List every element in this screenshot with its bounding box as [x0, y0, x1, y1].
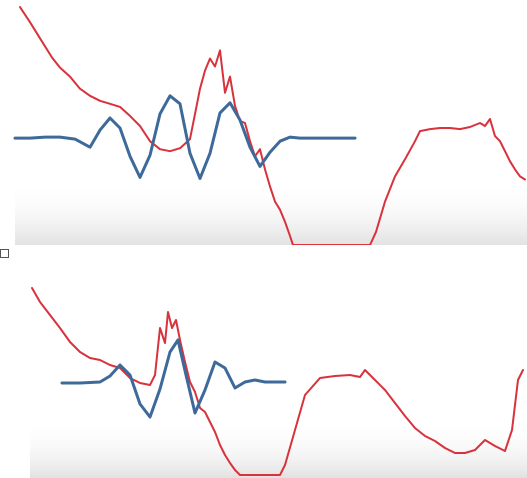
top-wavelet-line — [13, 94, 357, 180]
bottom-chart — [30, 287, 527, 478]
checkbox[interactable] — [0, 249, 9, 258]
top-chart — [13, 6, 527, 245]
bottom-panel — [0, 270, 527, 478]
bottom-wavelet-line — [60, 338, 287, 419]
bottom-floor-shade — [30, 420, 527, 478]
top-signal-line — [19, 6, 526, 245]
bottom-signal-line — [31, 287, 524, 476]
top-panel — [13, 6, 527, 245]
